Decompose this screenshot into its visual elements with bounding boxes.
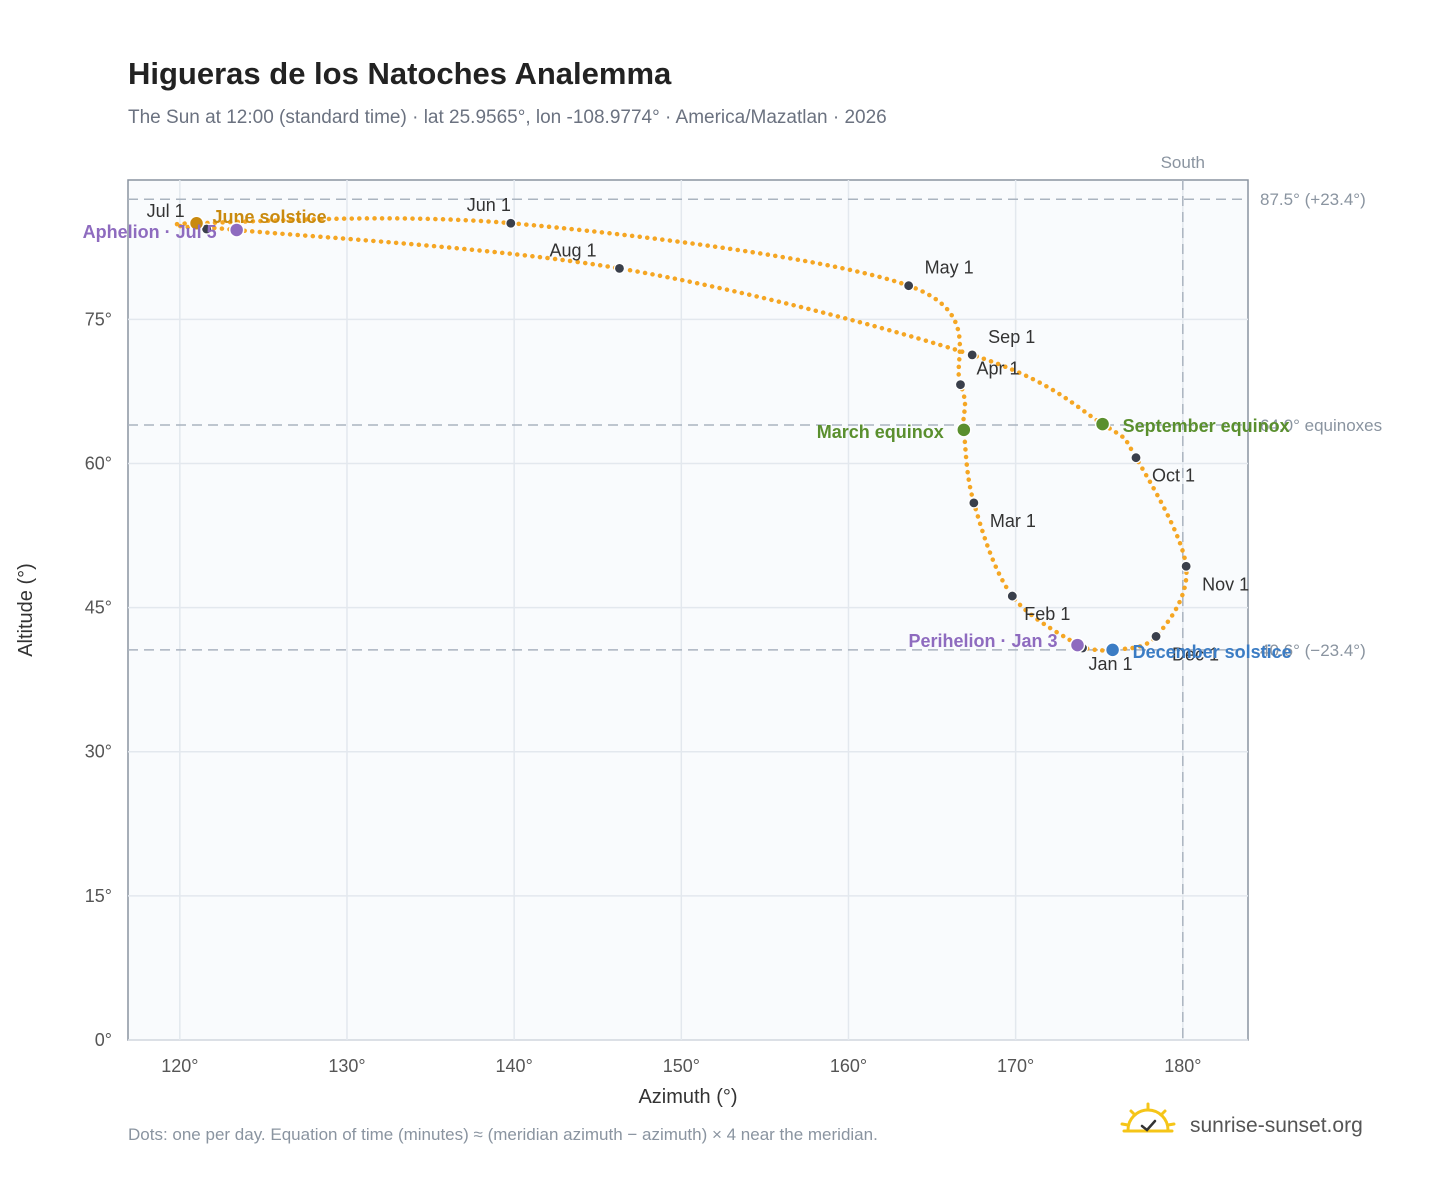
chart-title: Higueras de los Natoches Analemma [128,56,672,91]
y-tick-label: 30° [85,742,112,762]
event-label: June solstice [213,207,327,227]
ref-line-label: 87.5° (+23.4°) [1260,190,1366,209]
event-label: September equinox [1123,416,1290,436]
month-label: Sep 1 [988,327,1035,347]
axis-ticks: 120° 130° 140° 150° 160° 170° 180° 0° 15° 30° 45° 6… [85,309,1202,1076]
y-tick-label: 15° [85,886,112,906]
x-tick-label: 160° [830,1056,867,1076]
month-marker [1180,560,1192,572]
month-marker [903,280,915,292]
month-marker [1006,590,1018,602]
month-label: Jun 1 [467,195,511,215]
y-tick-label: 75° [85,309,112,329]
event-marker-equinox [956,422,972,438]
month-marker [1150,630,1162,643]
month-marker [954,379,967,391]
event-marker-apsis [228,222,245,238]
y-axis-label: Altitude (°) [15,563,37,657]
x-tick-label: 130° [328,1056,365,1076]
event-label: December solstice [1133,642,1292,662]
reference-lines: 87.5° (+23.4°) 64.0° equinoxes 40.6° (−23.… [128,153,1382,1040]
footnote: Dots: one per day. Equation of time (min… [128,1125,878,1144]
month-label: Jul 1 [147,201,185,221]
month-label: Apr 1 [976,359,1019,379]
month-label: Aug 1 [549,240,596,260]
month-marker [613,262,626,275]
grid [128,180,1248,1041]
y-tick-label: 45° [85,598,112,618]
month-label: Mar 1 [990,511,1036,531]
x-tick-label: 140° [496,1056,533,1076]
x-axis-label: Azimuth (°) [638,1086,737,1108]
month-label: Dec 1 [1172,644,1219,664]
x-tick-label: 170° [997,1056,1034,1076]
event-marker-december_solstice [1104,642,1121,658]
month-label: Jan 1 [1089,654,1133,674]
event-marker-equinox [1094,416,1111,432]
x-tick-label: 150° [663,1056,700,1076]
ref-line-label: 40.6° (−23.4°) [1260,641,1366,660]
y-tick-label: 60° [85,453,112,473]
x-tick-label: 120° [161,1056,198,1076]
sun-icon [1120,1102,1176,1133]
plot-area [127,179,1249,1041]
month-label: Feb 1 [1024,604,1070,624]
event-markers: March equinox September equinox June solst… [83,207,1292,662]
month-marker [966,349,978,361]
month-marker [1130,452,1142,464]
ref-line-label: 64.0° equinoxes [1260,416,1382,435]
x-tick-label: 180° [1164,1056,1201,1076]
month-marker [968,497,980,509]
chart-subtitle: The Sun at 12:00 (standard time) · lat 2… [128,107,887,128]
event-marker-apsis [1069,637,1086,653]
event-label: March equinox [817,422,944,442]
meridian-label: South [1161,153,1205,172]
month-label: Nov 1 [1202,574,1249,594]
month-label: May 1 [925,258,974,278]
event-marker-june_solstice [188,215,205,231]
event-label: Aphelion · Jul 5 [83,222,217,242]
brand-name: sunrise-sunset.org [1190,1114,1363,1137]
brand-logo[interactable]: sunrise-sunset.org [1120,1102,1363,1137]
event-label: Perihelion · Jan 3 [908,631,1057,651]
y-tick-label: 0° [95,1030,112,1050]
month-marker [505,217,517,229]
month-label: Oct 1 [1152,466,1195,486]
